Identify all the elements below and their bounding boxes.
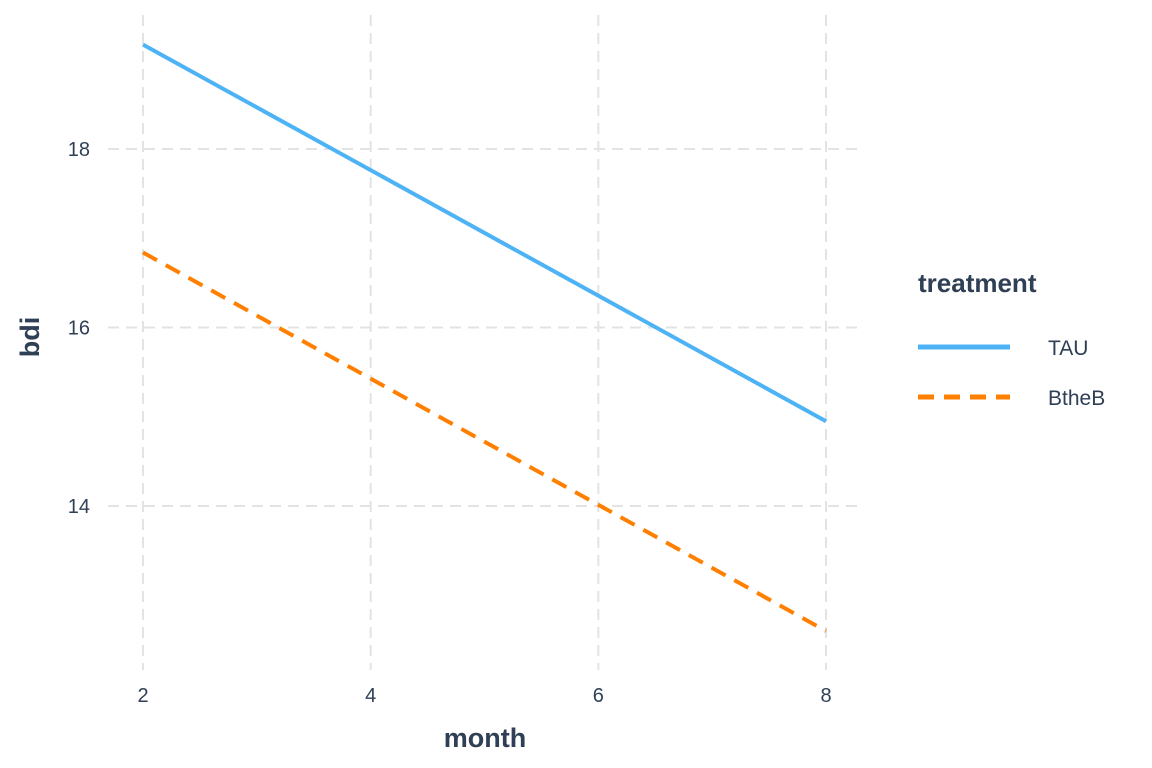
x-tick-label: 6 [593, 685, 604, 707]
legend-items: TAU BtheB [918, 337, 1105, 410]
series-line-tau [142, 42, 827, 423]
series-line-btheb [142, 250, 827, 633]
legend-title: treatment [918, 268, 1037, 298]
x-axis-title: month [444, 723, 526, 753]
grid-layer [108, 15, 862, 670]
y-tick-label: 14 [68, 496, 90, 518]
series-layer [142, 42, 827, 633]
legend-label-tau: TAU [1048, 337, 1088, 360]
y-axis-title: bdi [15, 317, 45, 358]
legend-label-btheb: BtheB [1048, 387, 1105, 410]
x-tick-label: 2 [137, 685, 148, 707]
y-tick-label: 16 [68, 318, 90, 340]
tick-layer: 2 4 6 8 14 16 18 [68, 139, 832, 707]
legend: treatment TAU BtheB [918, 268, 1105, 410]
x-tick-label: 4 [365, 685, 376, 707]
x-tick-label: 8 [820, 685, 831, 707]
y-tick-label: 18 [68, 139, 90, 161]
